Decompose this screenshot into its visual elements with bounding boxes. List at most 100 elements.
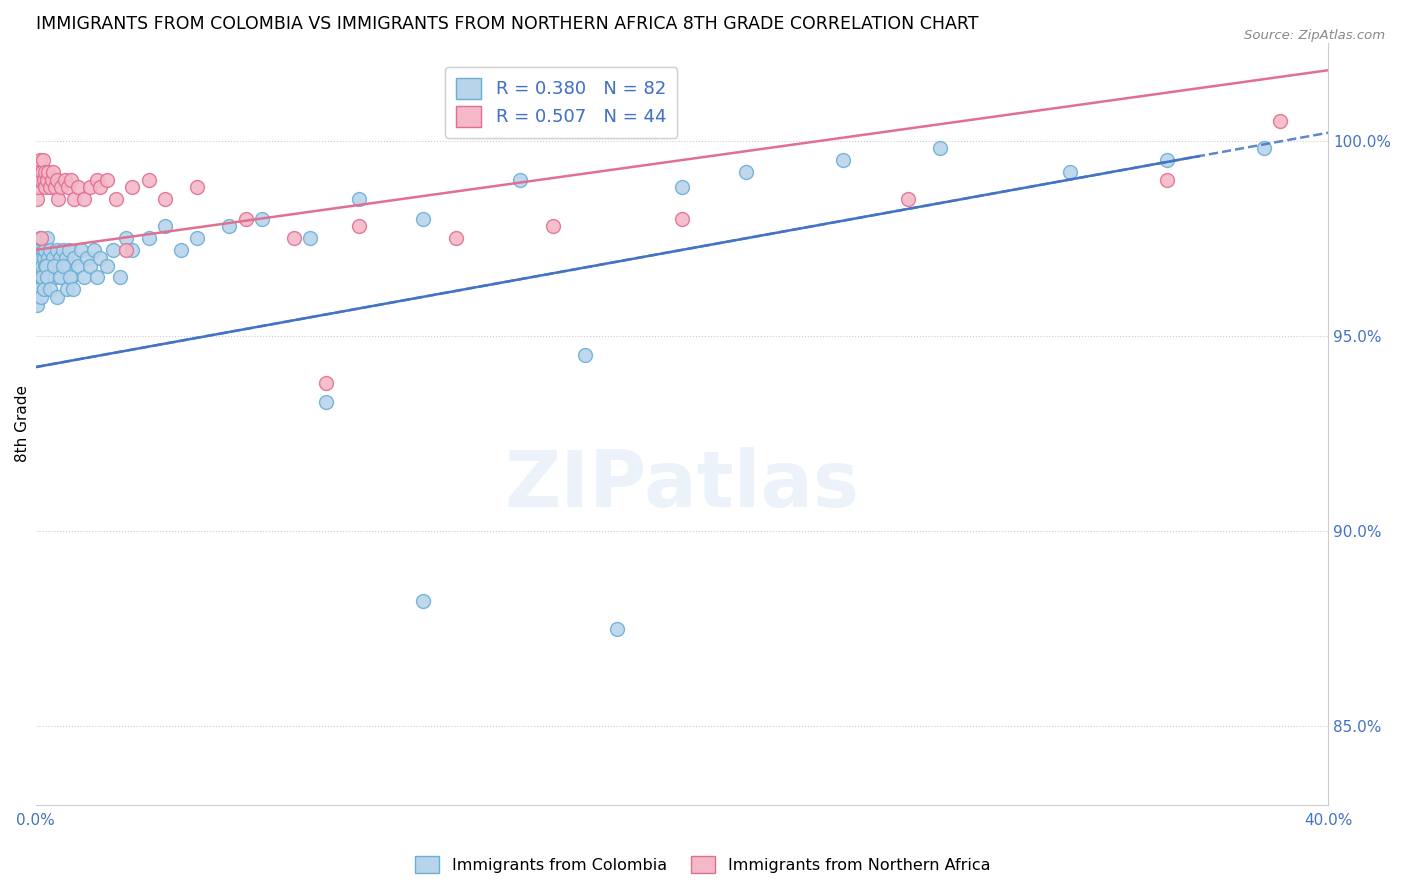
Point	[671, 211, 693, 226]
Point	[79, 259, 101, 273]
Point	[186, 231, 208, 245]
Point	[27, 251, 49, 265]
Point	[347, 192, 370, 206]
Point	[28, 259, 51, 273]
Text: ZIPatlas: ZIPatlas	[505, 447, 859, 523]
Point	[101, 243, 124, 257]
Point	[83, 243, 105, 257]
Point	[32, 251, 55, 265]
Point	[31, 165, 53, 179]
Point	[58, 243, 80, 257]
Point	[153, 192, 176, 206]
Point	[30, 172, 52, 186]
Point	[31, 270, 53, 285]
Point	[52, 259, 75, 273]
Point	[121, 180, 143, 194]
Point	[25, 192, 48, 206]
Point	[35, 231, 58, 245]
Point	[44, 270, 66, 285]
Point	[28, 172, 51, 186]
Point	[79, 180, 101, 194]
Point	[509, 172, 531, 186]
Point	[73, 270, 96, 285]
Point	[299, 231, 322, 245]
Point	[35, 270, 58, 285]
Point	[66, 180, 89, 194]
Point	[46, 259, 69, 273]
Point	[1059, 165, 1081, 179]
Point	[89, 180, 111, 194]
Text: IMMIGRANTS FROM COLOMBIA VS IMMIGRANTS FROM NORTHERN AFRICA 8TH GRADE CORRELATIO: IMMIGRANTS FROM COLOMBIA VS IMMIGRANTS F…	[35, 15, 979, 33]
Point	[37, 165, 59, 179]
Point	[76, 251, 98, 265]
Point	[30, 231, 52, 245]
Point	[51, 270, 73, 285]
Point	[170, 243, 193, 257]
Point	[45, 290, 67, 304]
Point	[30, 153, 52, 167]
Point	[41, 172, 63, 186]
Point	[115, 231, 138, 245]
Point	[186, 180, 208, 194]
Point	[34, 165, 56, 179]
Point	[283, 231, 305, 245]
Point	[86, 172, 108, 186]
Point	[56, 180, 79, 194]
Point	[63, 251, 86, 265]
Point	[96, 172, 118, 186]
Text: Source: ZipAtlas.com: Source: ZipAtlas.com	[1244, 29, 1385, 42]
Point	[35, 172, 58, 186]
Legend: Immigrants from Colombia, Immigrants from Northern Africa: Immigrants from Colombia, Immigrants fro…	[409, 849, 997, 880]
Point	[69, 243, 91, 257]
Point	[30, 243, 52, 257]
Point	[929, 141, 952, 155]
Point	[34, 259, 56, 273]
Point	[1156, 172, 1178, 186]
Point	[53, 172, 76, 186]
Point	[153, 219, 176, 234]
Point	[39, 282, 62, 296]
Point	[25, 270, 48, 285]
Point	[138, 231, 160, 245]
Point	[42, 259, 65, 273]
Point	[574, 348, 596, 362]
Point	[444, 231, 467, 245]
Point	[31, 243, 53, 257]
Point	[44, 180, 66, 194]
Point	[37, 270, 59, 285]
Point	[28, 165, 51, 179]
Point	[115, 243, 138, 257]
Point	[51, 180, 73, 194]
Point	[37, 259, 59, 273]
Point	[1268, 114, 1291, 128]
Point	[412, 211, 434, 226]
Point	[27, 297, 49, 311]
Point	[41, 259, 63, 273]
Point	[541, 219, 564, 234]
Point	[34, 180, 56, 194]
Point	[897, 192, 920, 206]
Y-axis label: 8th Grade: 8th Grade	[15, 385, 30, 462]
Point	[30, 270, 52, 285]
Point	[31, 153, 53, 167]
Point	[735, 165, 758, 179]
Point	[32, 172, 55, 186]
Point	[53, 259, 76, 273]
Point	[235, 211, 257, 226]
Point	[31, 259, 53, 273]
Point	[45, 243, 67, 257]
Point	[32, 270, 55, 285]
Point	[66, 259, 89, 273]
Point	[56, 259, 79, 273]
Point	[108, 270, 131, 285]
Point	[42, 165, 65, 179]
Legend: R = 0.380   N = 82, R = 0.507   N = 44: R = 0.380 N = 82, R = 0.507 N = 44	[446, 67, 678, 137]
Point	[55, 251, 77, 265]
Point	[412, 594, 434, 608]
Point	[63, 192, 86, 206]
Point	[45, 172, 67, 186]
Point	[42, 251, 65, 265]
Point	[60, 270, 83, 285]
Point	[38, 270, 60, 285]
Point	[28, 282, 51, 296]
